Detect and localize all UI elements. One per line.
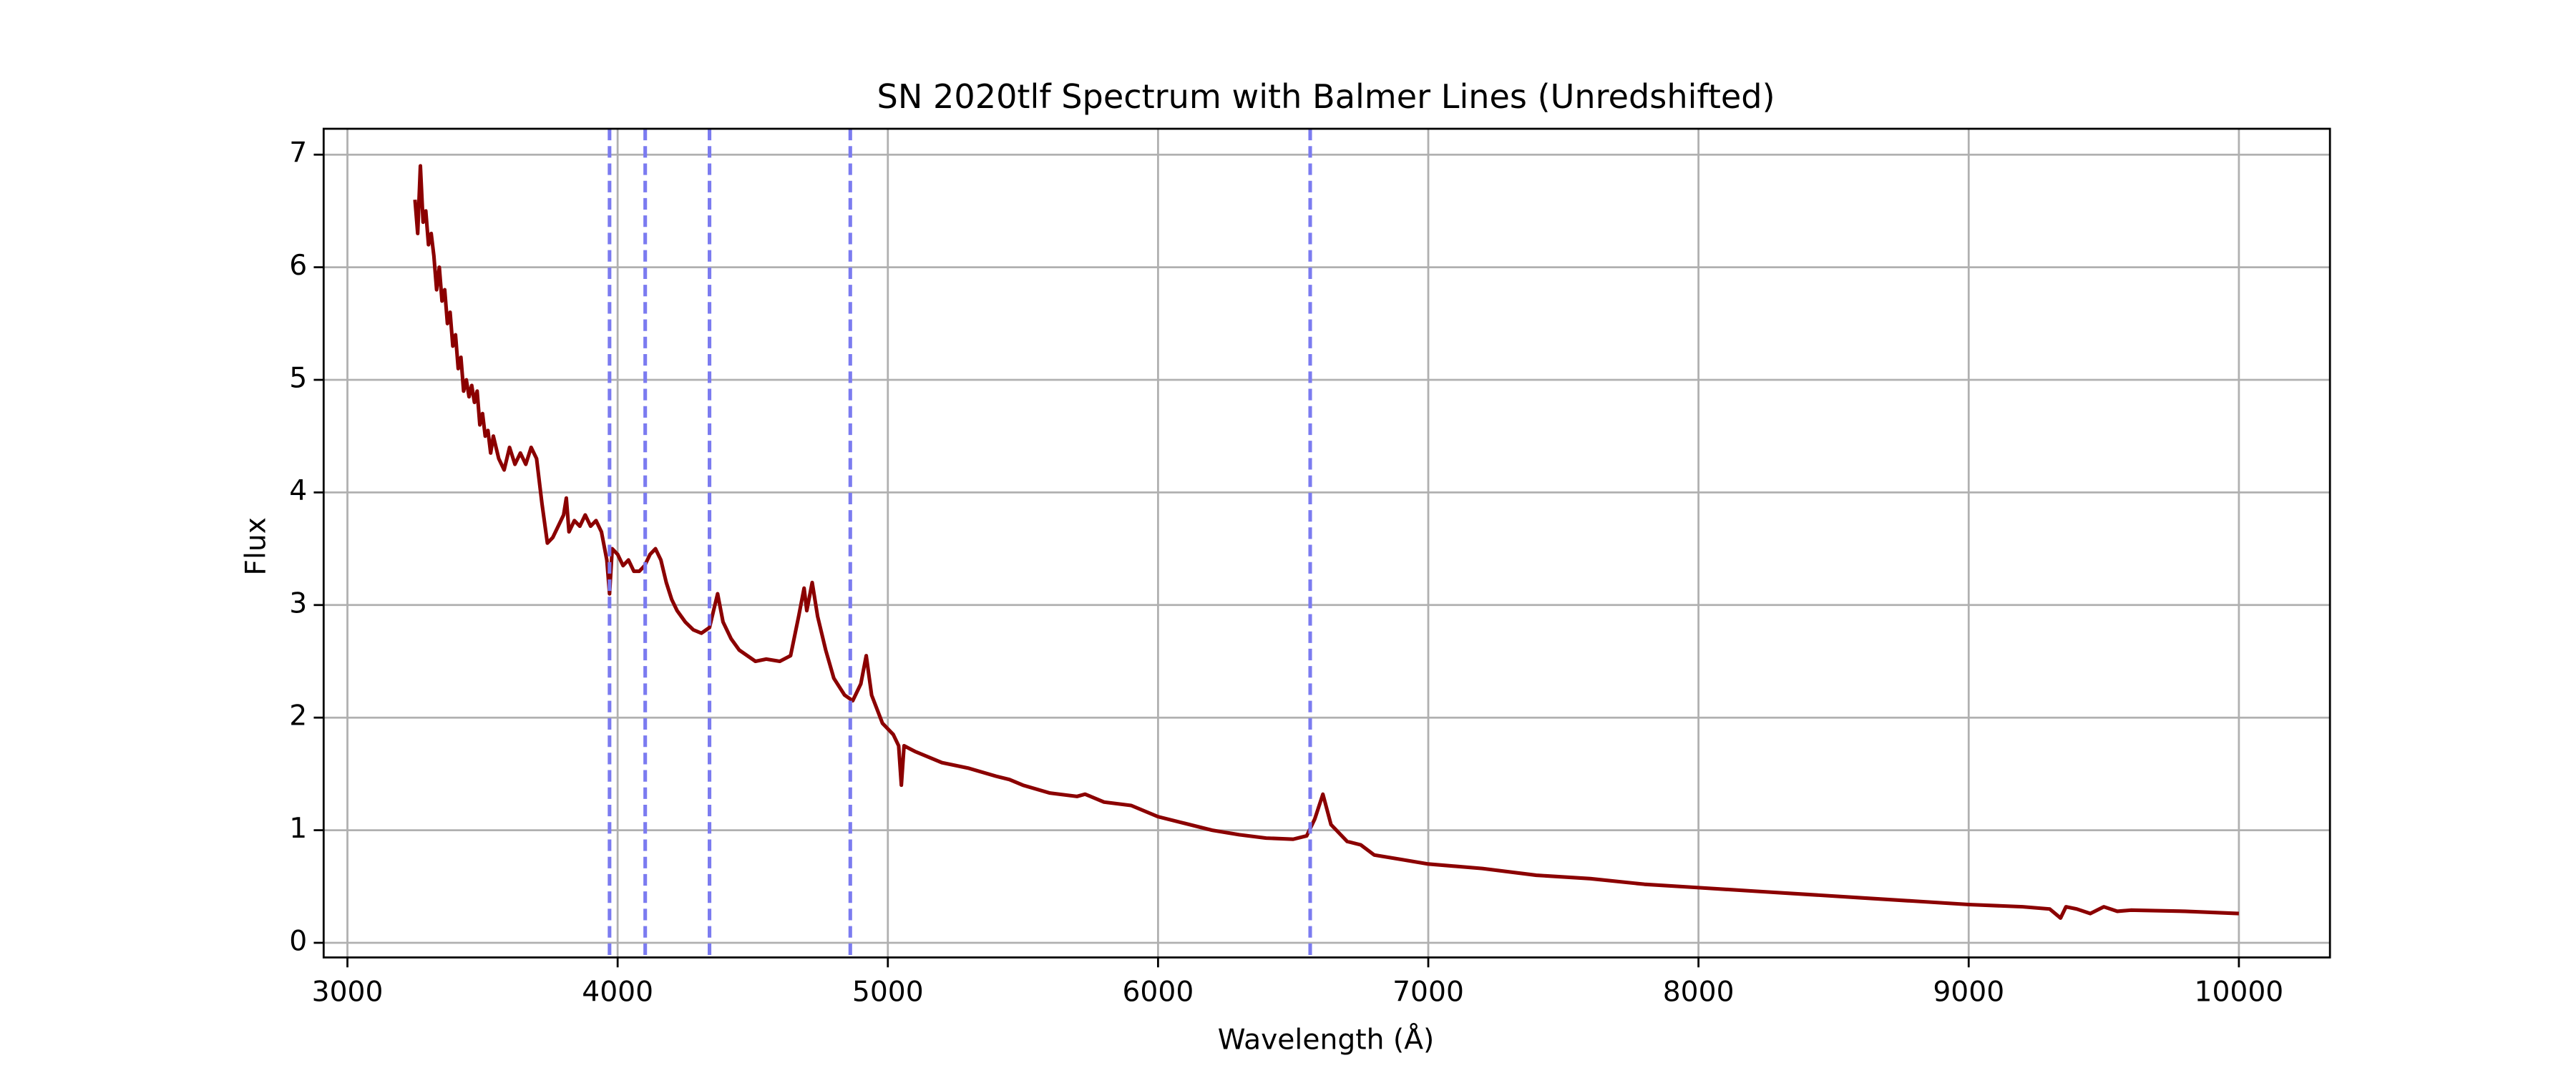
x-tick-label: 3000 (312, 976, 384, 1009)
spectrum-line (413, 164, 2239, 920)
y-tick-label: 5 (289, 363, 307, 395)
y-tick-label: 1 (289, 813, 307, 845)
x-tick-label: 4000 (582, 976, 653, 1009)
y-tick-label: 6 (289, 250, 307, 282)
x-tick-label: 6000 (1122, 976, 1194, 1009)
y-tick-label: 0 (289, 925, 307, 957)
y-axis-label: Flux (240, 517, 273, 576)
y-tick-label: 7 (289, 137, 307, 170)
chart-title: SN 2020tlf Spectrum with Balmer Lines (U… (877, 77, 1775, 116)
x-tick-label: 7000 (1392, 976, 1464, 1009)
y-tick-label: 4 (289, 475, 307, 507)
x-tick-label: 10000 (2195, 976, 2284, 1009)
x-tick-label: 9000 (1933, 976, 2004, 1009)
y-tick-label: 2 (289, 700, 307, 733)
x-tick-label: 5000 (852, 976, 924, 1009)
plot-frame (322, 127, 2331, 959)
x-tick-label: 8000 (1663, 976, 1735, 1009)
y-tick-label: 3 (289, 587, 307, 619)
x-axis-label: Wavelength (Å) (1218, 1023, 1435, 1057)
